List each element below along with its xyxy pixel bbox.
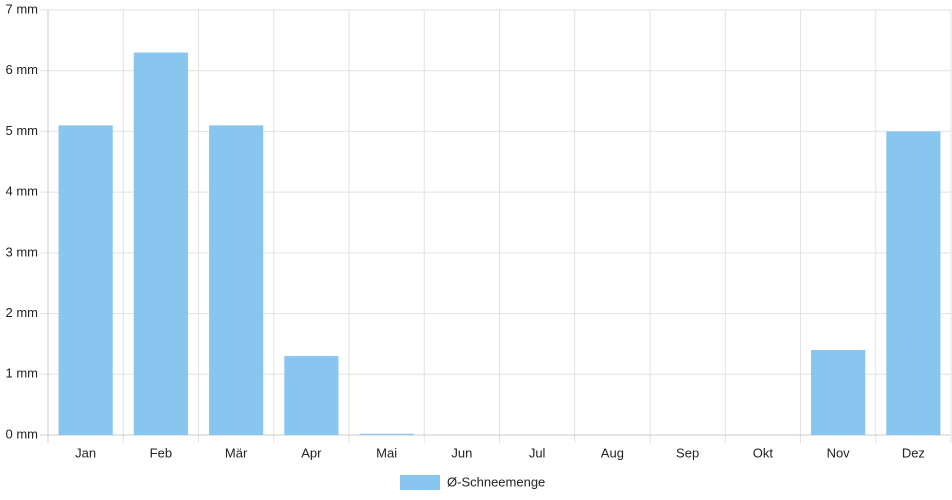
bar — [284, 356, 339, 435]
bar — [359, 433, 414, 435]
x-tick-label: Jul — [529, 445, 546, 460]
bar — [886, 131, 941, 435]
bar — [209, 125, 264, 435]
y-tick-label: 6 mm — [6, 62, 39, 77]
x-tick-label: Aug — [601, 445, 624, 460]
x-tick-label: Okt — [753, 445, 774, 460]
y-tick-label: 7 mm — [6, 1, 39, 16]
x-tick-label: Mär — [225, 445, 248, 460]
x-tick-label: Apr — [301, 445, 322, 460]
y-tick-label: 5 mm — [6, 123, 39, 138]
legend-label: Ø-Schneemenge — [447, 474, 545, 489]
y-tick-label: 1 mm — [6, 366, 39, 381]
y-tick-label: 3 mm — [6, 244, 39, 259]
bar — [811, 350, 866, 435]
x-tick-label: Nov — [827, 445, 851, 460]
x-tick-label: Jan — [75, 445, 96, 460]
x-tick-label: Feb — [150, 445, 172, 460]
x-tick-label: Mai — [376, 445, 397, 460]
bar — [133, 52, 188, 435]
bar — [58, 125, 113, 435]
legend-swatch — [400, 475, 440, 490]
x-tick-label: Dez — [902, 445, 925, 460]
y-tick-label: 2 mm — [6, 305, 39, 320]
x-tick-label: Jun — [451, 445, 472, 460]
y-tick-label: 0 mm — [6, 426, 39, 441]
y-tick-label: 4 mm — [6, 184, 39, 199]
x-tick-label: Sep — [676, 445, 699, 460]
